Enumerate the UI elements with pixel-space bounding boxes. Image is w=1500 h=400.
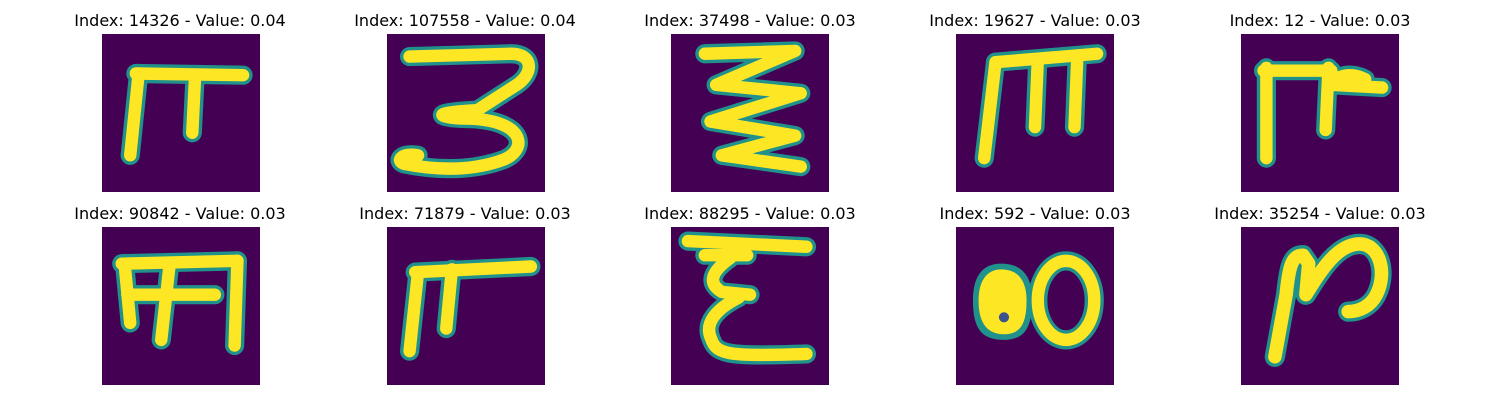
panel-title-7: Index: 71879 - Value: 0.03 [359, 204, 571, 223]
glyph-image-1 [102, 34, 260, 192]
panel-title-8: Index: 88295 - Value: 0.03 [644, 204, 856, 223]
panel-title-1: Index: 14326 - Value: 0.04 [74, 11, 286, 30]
glyph-image-9 [956, 227, 1114, 385]
panel-title-6: Index: 90842 - Value: 0.03 [74, 204, 286, 223]
glyph-image-7 [387, 227, 545, 385]
glyph-image-2 [387, 34, 545, 192]
glyph-image-5 [1241, 34, 1399, 192]
panel-title-5: Index: 12 - Value: 0.03 [1229, 11, 1411, 30]
glyph-image-6 [102, 227, 260, 385]
panel-title-9: Index: 592 - Value: 0.03 [939, 204, 1131, 223]
panel-title-3: Index: 37498 - Value: 0.03 [644, 11, 856, 30]
glyph-image-8 [671, 227, 829, 385]
glyph-image-4 [956, 34, 1114, 192]
glyph-image-3 [671, 34, 829, 192]
panel-title-4: Index: 19627 - Value: 0.03 [929, 11, 1141, 30]
glyph-image-10 [1241, 227, 1399, 385]
panel-title-2: Index: 107558 - Value: 0.04 [354, 11, 576, 30]
panel-title-10: Index: 35254 - Value: 0.03 [1214, 204, 1426, 223]
